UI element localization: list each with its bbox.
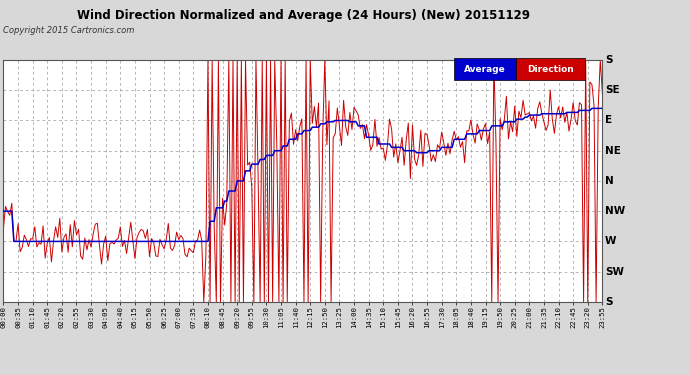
Text: NE: NE: [605, 146, 621, 156]
Text: NW: NW: [605, 206, 625, 216]
Text: S: S: [605, 55, 613, 65]
Text: E: E: [605, 116, 612, 126]
Text: S: S: [605, 297, 613, 307]
Text: Direction: Direction: [527, 64, 574, 74]
Text: Copyright 2015 Cartronics.com: Copyright 2015 Cartronics.com: [3, 26, 135, 35]
Text: W: W: [605, 236, 617, 246]
Text: Wind Direction Normalized and Average (24 Hours) (New) 20151129: Wind Direction Normalized and Average (2…: [77, 9, 530, 22]
Text: SW: SW: [605, 267, 624, 277]
Text: SE: SE: [605, 85, 620, 95]
Text: Average: Average: [464, 64, 506, 74]
Text: N: N: [605, 176, 614, 186]
